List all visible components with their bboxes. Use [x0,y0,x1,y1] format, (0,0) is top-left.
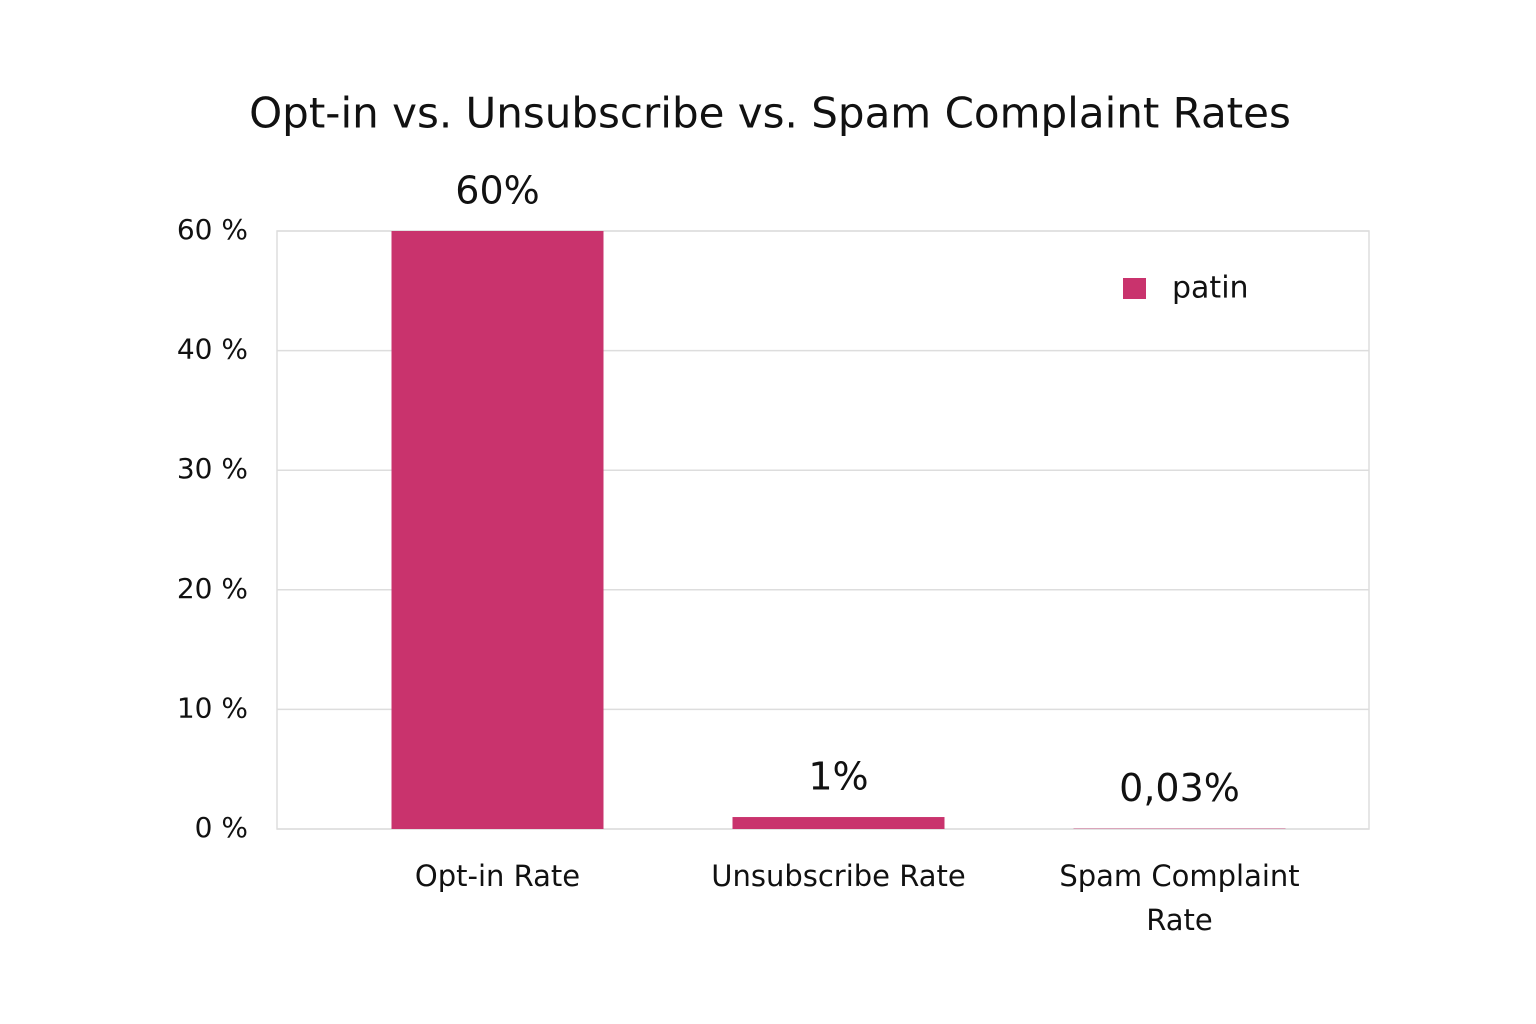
y-tick-label: 10 % [177,691,248,724]
y-tick-label: 40 % [177,333,248,366]
bar [391,231,604,829]
x-tick-label: Opt-in Rate [414,859,581,893]
legend-label: patin [1172,271,1249,306]
x-tick-label: Unsubscribe Rate [711,859,966,893]
data-label: 1% [808,755,868,799]
x-tick-label: Spam Complaint Rate [1059,859,1300,937]
y-tick-label: 0 % [195,811,248,844]
data-label: 0,03% [1119,766,1240,810]
y-tick-label: 20 % [177,572,248,605]
chart-title: Opt-in vs. Unsubscribe vs. Spam Complain… [249,89,1291,138]
legend-swatch [1123,278,1146,299]
y-tick-label: 30 % [177,452,248,485]
data-label: 60% [455,169,539,213]
y-tick-label: 60 % [177,213,248,246]
bar [732,817,945,829]
